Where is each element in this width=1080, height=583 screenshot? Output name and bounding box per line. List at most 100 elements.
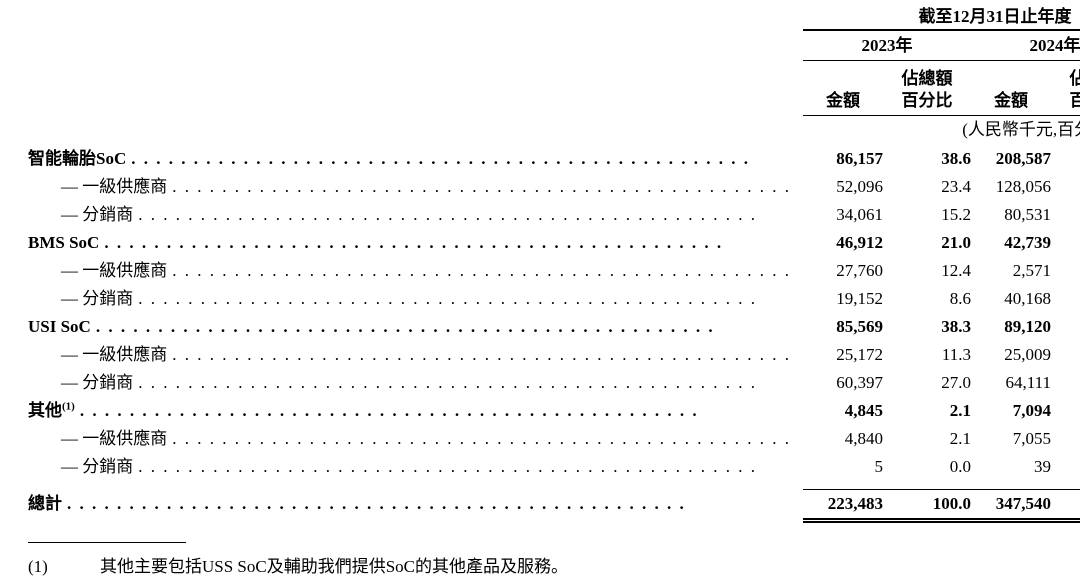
row-label: 其他(1) xyxy=(28,400,75,420)
pct-cell: 2.1 xyxy=(949,401,971,420)
footnote-marker: (1) xyxy=(28,557,48,576)
spacer xyxy=(28,6,803,30)
table-row-others: 其他(1). . . . . . . . . . . . . . . . . .… xyxy=(28,397,1080,425)
pct-cell: 27.0 xyxy=(941,373,971,392)
dot-leader: . . . . . . . . . . . . . . . . . . . . … xyxy=(138,457,755,476)
dot-leader: . . . . . . . . . . . . . . . . . . . . … xyxy=(104,233,722,252)
amount-cell: 25,009 xyxy=(1004,345,1051,364)
pct-cell: 25.6 xyxy=(1051,313,1080,341)
table-row-bms-soc: BMS SoC. . . . . . . . . . . . . . . . .… xyxy=(28,229,1080,257)
dot-leader: . . . . . . . . . . . . . . . . . . . . … xyxy=(95,317,713,336)
row-label-cell: — 分銷商. . . . . . . . . . . . . . . . . .… xyxy=(28,453,803,481)
table-row-total: 總計 . . . . . . . . . . . . . . . . . . . … xyxy=(28,481,1080,526)
row-label-cell: BMS SoC. . . . . . . . . . . . . . . . .… xyxy=(28,229,803,257)
dot-leader: . . . . . . . . . . . . . . . . . . . . … xyxy=(79,401,697,420)
row-label-cell: — 分銷商. . . . . . . . . . . . . . . . . .… xyxy=(28,369,803,397)
amount-cell: 80,531 xyxy=(1004,205,1051,224)
pct-cell: 11.3 xyxy=(941,345,971,364)
pct-cell: 60.0 xyxy=(1051,145,1080,173)
year-header-2023: 2023年 xyxy=(803,30,971,61)
dot-leader: . . . . . . . . . . . . . . . . . . . . … xyxy=(138,289,755,308)
pct-header-2023-cell: 佔總額 百分比 xyxy=(883,61,971,116)
row-label-cell: 智能輪胎SoC. . . . . . . . . . . . . . . . .… xyxy=(28,145,803,173)
amount-cell: 2,571 xyxy=(1012,261,1051,280)
total-pct-cell: 100.0 xyxy=(883,481,971,526)
total-label: 總計 xyxy=(28,494,62,513)
amount-header-2024-cell: 金額 xyxy=(971,61,1051,116)
revenue-breakdown-table: 截至12月31日止年度 2023年 2024年 2025年 金額 佔總額百分比 … xyxy=(28,6,1080,526)
dot-leader: . . . . . . . . . . . . . . . . . . . . … xyxy=(138,373,755,392)
pct-cell: 38.6 xyxy=(941,149,971,168)
period-title: 截至12月31日止年度 xyxy=(918,7,1072,26)
amount-cell: 27,760 xyxy=(836,261,883,280)
spacer xyxy=(28,30,803,61)
table-row-usi-soc: USI SoC. . . . . . . . . . . . . . . . .… xyxy=(28,313,1080,341)
amount-cell: 4,840 xyxy=(844,429,883,448)
period-header-cell: 截至12月31日止年度 xyxy=(803,6,1080,31)
table-row-tier1-supplier: — 一級供應商. . . . . . . . . . . . . . . . .… xyxy=(28,341,1080,369)
dot-leader: . . . . . . . . . . . . . . . . . . . . … xyxy=(172,345,789,364)
pct-cell: 7.2 xyxy=(1051,341,1080,369)
amount-cell: 4,845 xyxy=(844,401,883,420)
row-label: — 一級供應商 xyxy=(61,261,168,280)
footnote-text: 其他主要包括USS SoC及輔助我們提供SoC的其他產品及服務。 xyxy=(100,557,569,576)
row-label: — 一級供應商 xyxy=(61,177,168,196)
amount-cell: 7,094 xyxy=(1012,401,1051,420)
amount-cell: 42,739 xyxy=(1004,233,1051,252)
amount-cell: 19,152 xyxy=(836,289,883,308)
table-row-tier1-supplier: — 一級供應商. . . . . . . . . . . . . . . . .… xyxy=(28,257,1080,285)
amount-cell: 52,096 xyxy=(836,177,883,196)
table-row-tier1-supplier: — 一級供應商. . . . . . . . . . . . . . . . .… xyxy=(28,425,1080,453)
amount-header-2023-cell: 金額 xyxy=(803,61,883,116)
amount-cell: 89,120 xyxy=(1004,317,1051,336)
amount-header: 金額 xyxy=(971,90,1051,116)
footnote-divider xyxy=(28,542,186,543)
amount-cell: 86,157 xyxy=(836,149,883,168)
table-row-tier1-supplier: — 一級供應商. . . . . . . . . . . . . . . . .… xyxy=(28,173,1080,201)
amount-cell: 5 xyxy=(874,457,884,476)
amount-header: 金額 xyxy=(803,90,883,116)
total-pct-cell: 100.0 xyxy=(1051,481,1080,526)
pct-cell: 0.7 xyxy=(1051,257,1080,285)
amount-cell: 34,061 xyxy=(836,205,883,224)
dot-leader: . . . . . . . . . . . . . . . . . . . . … xyxy=(172,261,789,280)
pct-cell: 18.4 xyxy=(1051,369,1080,397)
amount-cell: 40,168 xyxy=(1004,289,1051,308)
footnote: (1) 其他主要包括USS SoC及輔助我們提供SoC的其他產品及服務。 xyxy=(28,556,1080,578)
row-label: 智能輪胎SoC xyxy=(28,149,127,168)
pct-cell: 21.0 xyxy=(941,233,971,252)
amount-cell: 85,569 xyxy=(836,317,883,336)
dot-leader: . . . . . . . . . . . . . . . . . . . . … xyxy=(138,205,755,224)
pct-cell: 15.2 xyxy=(941,205,971,224)
spacer xyxy=(28,116,803,145)
table-row-smart-tire-soc: 智能輪胎SoC. . . . . . . . . . . . . . . . .… xyxy=(28,145,1080,173)
amount-cell: 64,111 xyxy=(1005,373,1052,392)
row-label-cell: USI SoC. . . . . . . . . . . . . . . . .… xyxy=(28,313,803,341)
table-row-distributor: — 分銷商. . . . . . . . . . . . . . . . . .… xyxy=(28,369,1080,397)
row-label-cell: — 分銷商. . . . . . . . . . . . . . . . . .… xyxy=(28,285,803,313)
row-label-cell: — 一級供應商. . . . . . . . . . . . . . . . .… xyxy=(28,173,803,201)
row-label: USI SoC xyxy=(28,317,91,336)
pct-cell: 8.6 xyxy=(949,289,971,308)
footnote-ref: (1) xyxy=(62,400,75,413)
amount-cell: 60,397 xyxy=(836,373,883,392)
amount-cell: 46,912 xyxy=(836,233,883,252)
pct-cell: 36.8 xyxy=(1051,173,1080,201)
total-amount-cell: 223,483 xyxy=(803,481,883,526)
amount-cell: 25,172 xyxy=(836,345,883,364)
dot-leader: . . . . . . . . . . . . . . . . . . . . … xyxy=(172,429,789,448)
amount-cell: 39 xyxy=(1034,457,1051,476)
row-label: — 一級供應商 xyxy=(61,429,168,448)
row-label: — 分銷商 xyxy=(61,205,134,224)
row-label-cell: — 分銷商. . . . . . . . . . . . . . . . . .… xyxy=(28,201,803,229)
amount-cell: 128,056 xyxy=(995,177,1051,196)
pct-cell: 38.3 xyxy=(941,317,971,336)
unit-note-row: (人民幣千元,百分比除外) xyxy=(28,116,1080,145)
row-label-cell: — 一級供應商. . . . . . . . . . . . . . . . .… xyxy=(28,257,803,285)
amount-cell: 7,055 xyxy=(1012,429,1051,448)
row-label: — 一級供應商 xyxy=(61,345,168,364)
